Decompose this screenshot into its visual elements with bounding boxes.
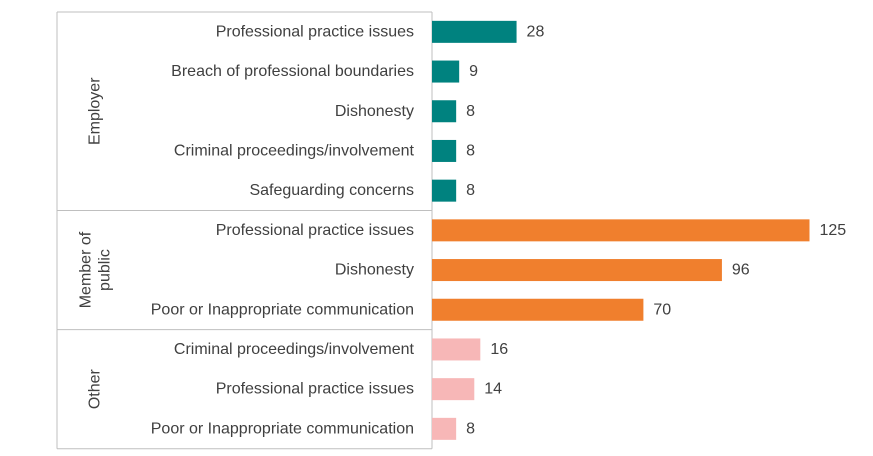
group-label-line: Member of: [78, 231, 95, 308]
data-label: 8: [466, 182, 475, 199]
group-label: Other: [87, 368, 104, 409]
data-label: 28: [527, 23, 545, 40]
bar: [432, 417, 457, 440]
category-label: Dishonesty: [335, 103, 414, 120]
category-label: Professional practice issues: [216, 23, 414, 40]
bar: [432, 100, 457, 123]
bar: [432, 378, 475, 401]
data-label: 125: [820, 222, 847, 239]
data-label: 14: [484, 381, 502, 398]
bar: [432, 20, 517, 43]
data-label: 8: [466, 103, 475, 120]
bar: [432, 179, 457, 202]
group-label: Employer: [87, 77, 104, 145]
bar: [432, 259, 722, 282]
bar: [432, 298, 644, 321]
bar: [432, 60, 460, 83]
bar: [432, 139, 457, 162]
group-label-line: public: [97, 249, 114, 291]
category-label: Breach of professional boundaries: [171, 63, 414, 80]
group-label: Member of public: [78, 231, 114, 308]
data-label: 70: [653, 301, 671, 318]
data-label: 16: [490, 341, 508, 358]
category-label: Professional practice issues: [216, 222, 414, 239]
bar: [432, 338, 481, 361]
category-label: Poor or Inappropriate communication: [151, 301, 414, 318]
category-label: Professional practice issues: [216, 381, 414, 398]
category-label: Poor or Inappropriate communication: [151, 420, 414, 437]
chart-frame: [56, 11, 433, 450]
labels-layer: Professional practice issues 28 Breach of …: [78, 23, 847, 437]
data-label: 8: [466, 420, 475, 437]
bars-layer: [432, 20, 810, 440]
category-label: Criminal proceedings/involvement: [174, 142, 415, 159]
data-label: 9: [469, 63, 478, 80]
bar: [432, 219, 810, 242]
category-label: Dishonesty: [335, 262, 414, 279]
data-label: 8: [466, 142, 475, 159]
category-label: Criminal proceedings/involvement: [174, 341, 415, 358]
category-label: Safeguarding concerns: [249, 182, 414, 199]
data-label: 96: [732, 262, 750, 279]
